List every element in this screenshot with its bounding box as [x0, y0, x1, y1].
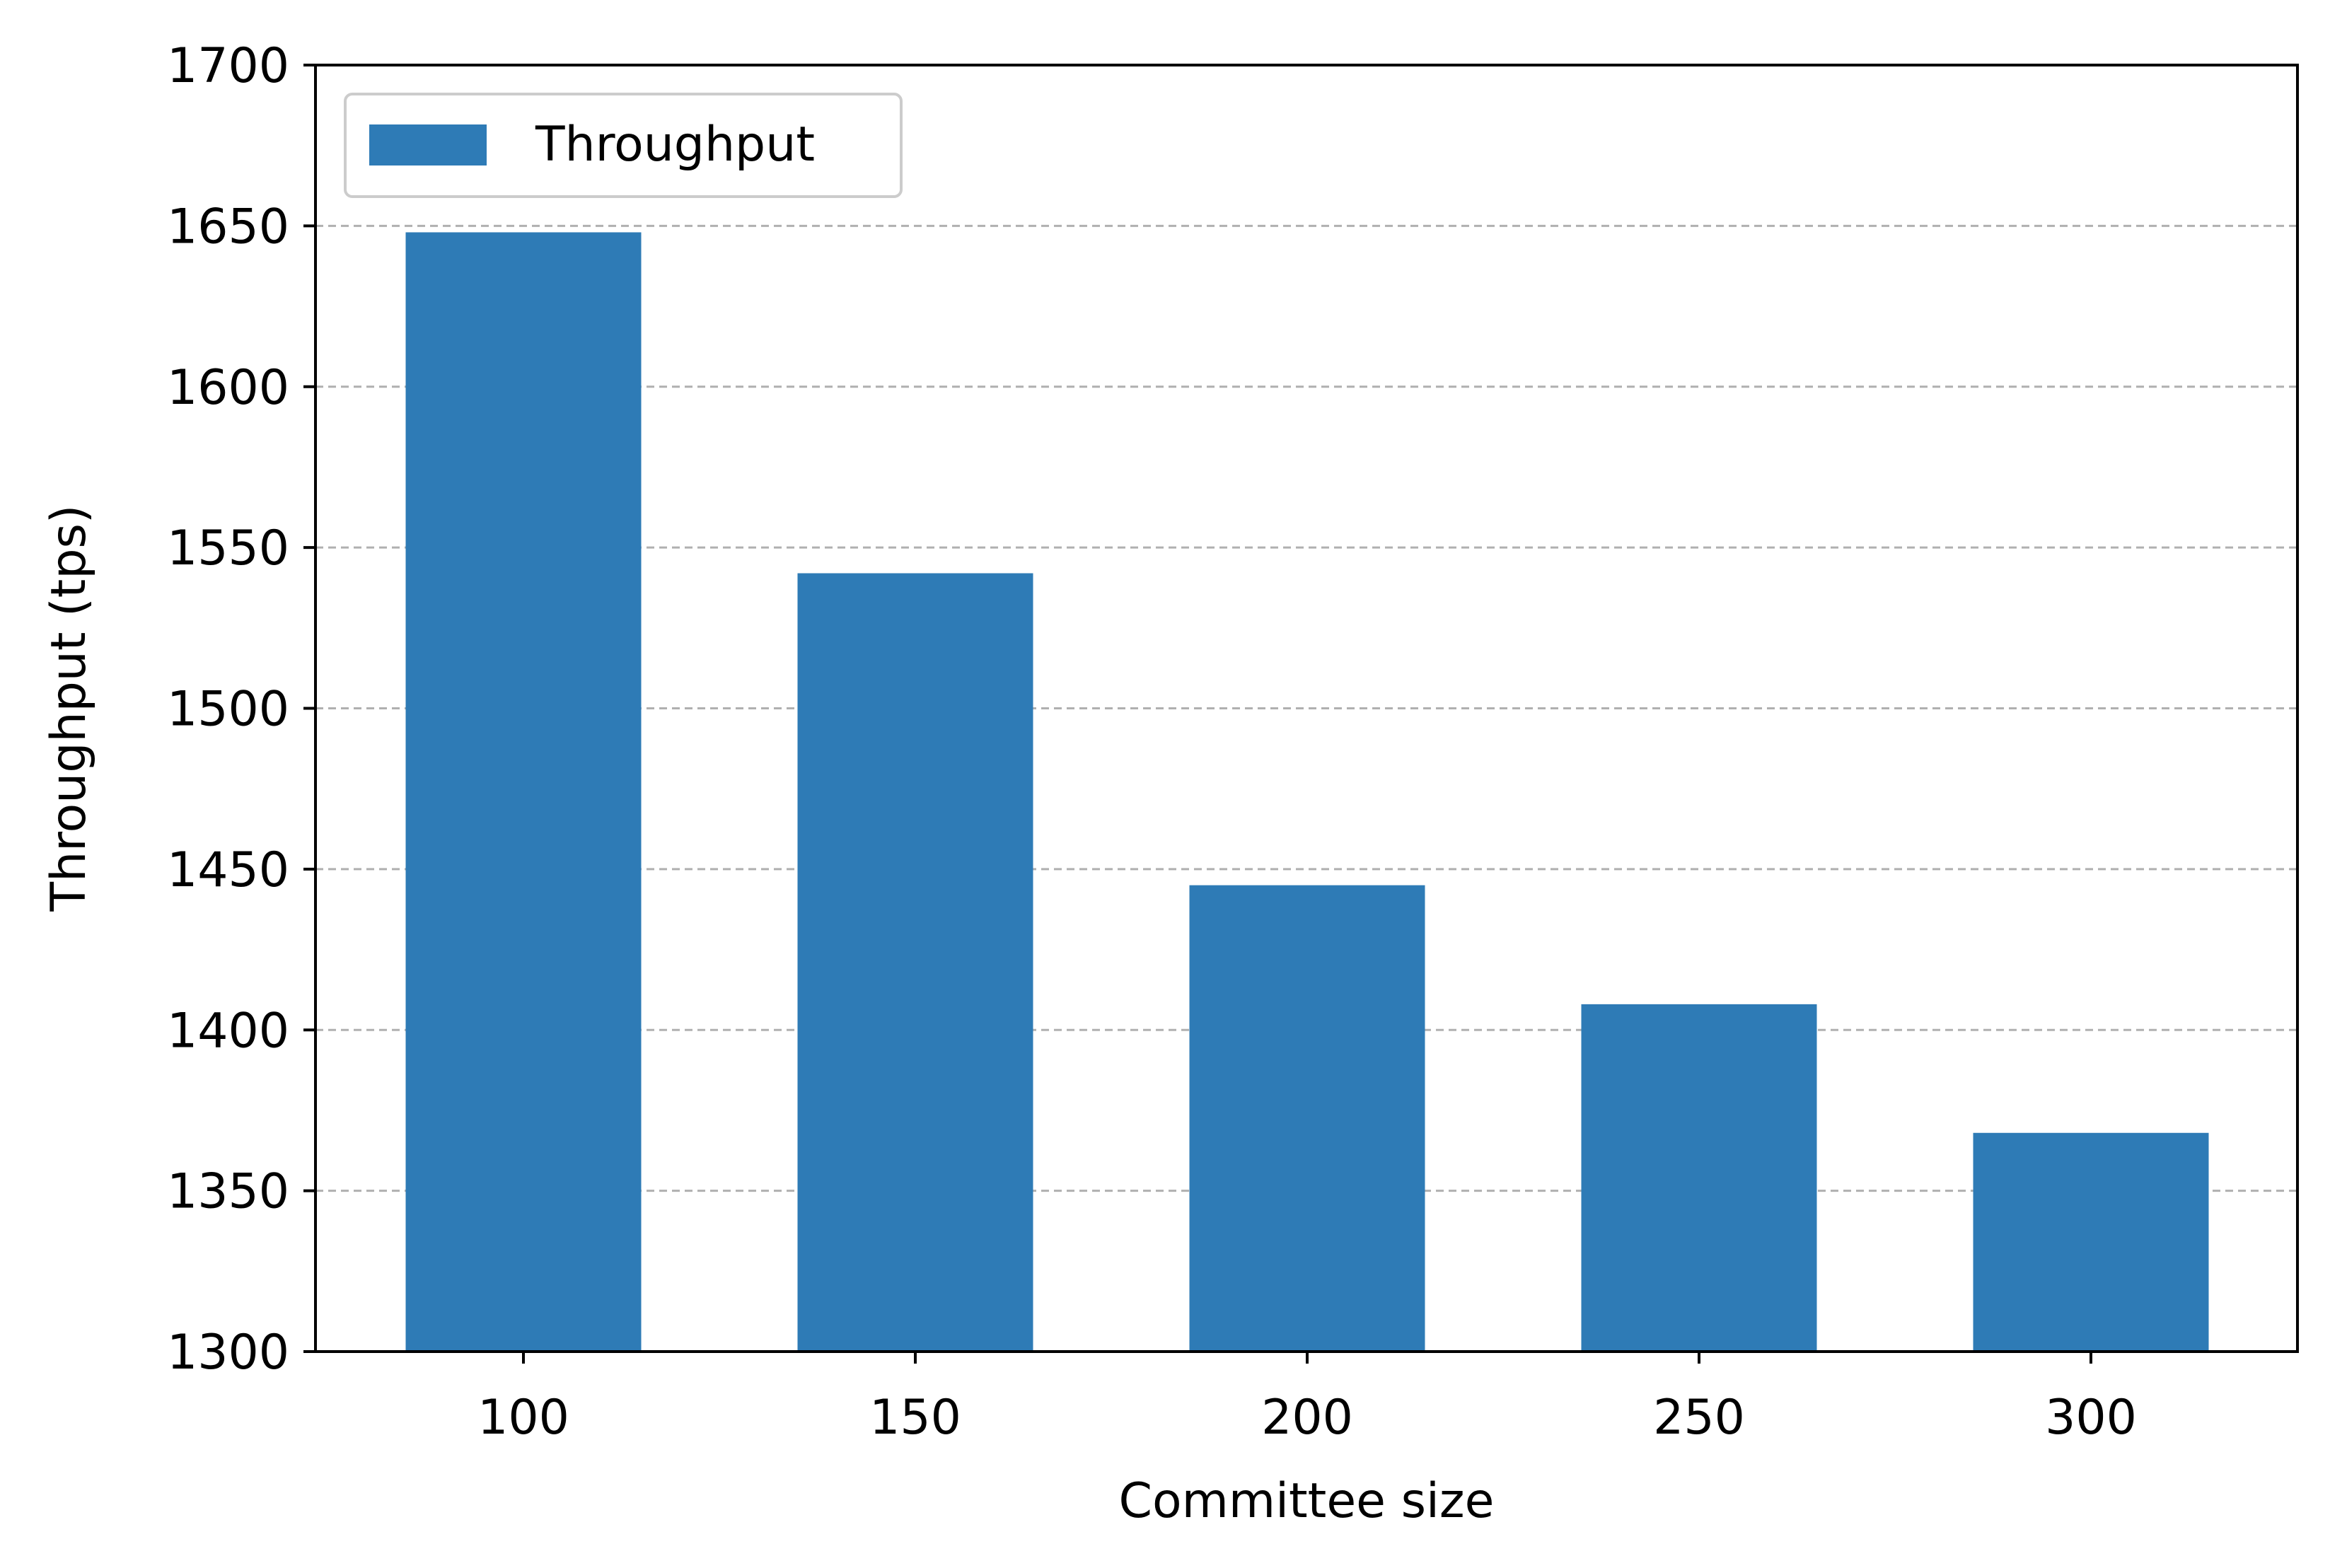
x-tick-label-250: 250 [1653, 1390, 1745, 1446]
y-tick-label-1550: 1550 [167, 521, 289, 576]
x-tick-label-100: 100 [477, 1390, 569, 1446]
bar-200 [1189, 885, 1425, 1352]
y-axis-title: Throughput (tps) [41, 505, 97, 912]
y-tick-label-1450: 1450 [167, 842, 289, 898]
y-tick-label-1300: 1300 [167, 1325, 289, 1381]
x-tick-label-300: 300 [2045, 1390, 2137, 1446]
y-tick-label-1500: 1500 [167, 682, 289, 738]
legend-swatch [369, 124, 487, 165]
y-axis: 1300 1350 1400 1450 1500 1550 1600 1650 1700 [167, 38, 315, 1381]
bar-300 [1973, 1132, 2209, 1352]
legend-box [344, 93, 903, 198]
bar-100 [405, 232, 642, 1352]
x-axis: 100 150 200 250 300 [477, 1352, 2137, 1446]
x-axis-title: Committee size [1119, 1473, 1495, 1529]
legend: Throughput [344, 93, 903, 198]
y-tick-label-1400: 1400 [167, 1003, 289, 1059]
x-tick-label-200: 200 [1261, 1390, 1353, 1446]
bar-150 [797, 573, 1033, 1352]
x-tick-label-150: 150 [869, 1390, 961, 1446]
y-tick-label-1650: 1650 [167, 199, 289, 255]
legend-label: Throughput [535, 117, 815, 173]
y-tick-label-1600: 1600 [167, 360, 289, 416]
y-tick-label-1350: 1350 [167, 1164, 289, 1220]
bar-series [405, 232, 2209, 1352]
y-tick-label-1700: 1700 [167, 38, 289, 94]
bar-250 [1581, 1004, 1817, 1352]
